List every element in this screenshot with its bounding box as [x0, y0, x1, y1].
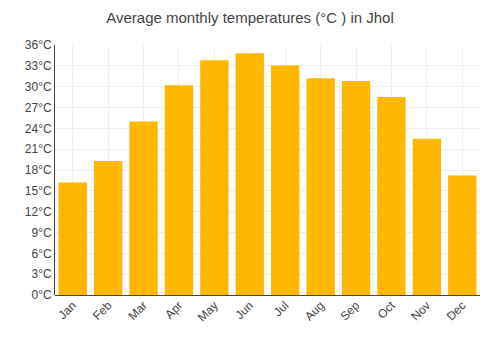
svg-text:3°C: 3°C	[31, 267, 51, 281]
svg-text:Jul: Jul	[271, 298, 292, 319]
svg-text:Jun: Jun	[233, 298, 257, 322]
svg-text:Dec: Dec	[444, 298, 469, 323]
svg-text:Feb: Feb	[90, 298, 115, 323]
svg-text:0°C: 0°C	[31, 288, 51, 302]
svg-text:Average monthly temperatures (: Average monthly temperatures (°C ) in Jh…	[106, 9, 394, 26]
svg-text:Oct: Oct	[375, 298, 399, 322]
svg-text:33°C: 33°C	[25, 59, 52, 73]
svg-text:Mar: Mar	[125, 298, 150, 323]
svg-text:Nov: Nov	[408, 298, 433, 323]
svg-text:9°C: 9°C	[31, 226, 51, 240]
svg-text:18°C: 18°C	[25, 163, 52, 177]
svg-text:21°C: 21°C	[25, 142, 52, 156]
svg-text:May: May	[195, 298, 221, 324]
svg-text:12°C: 12°C	[25, 205, 52, 219]
svg-text:30°C: 30°C	[25, 80, 52, 94]
svg-text:36°C: 36°C	[25, 38, 52, 52]
svg-text:Jan: Jan	[55, 298, 79, 322]
svg-text:15°C: 15°C	[25, 184, 52, 198]
svg-text:24°C: 24°C	[25, 122, 52, 136]
svg-text:Sep: Sep	[337, 298, 362, 323]
svg-text:6°C: 6°C	[31, 247, 51, 261]
svg-text:Apr: Apr	[162, 298, 185, 321]
svg-text:Aug: Aug	[302, 298, 327, 323]
svg-text:27°C: 27°C	[25, 101, 52, 115]
